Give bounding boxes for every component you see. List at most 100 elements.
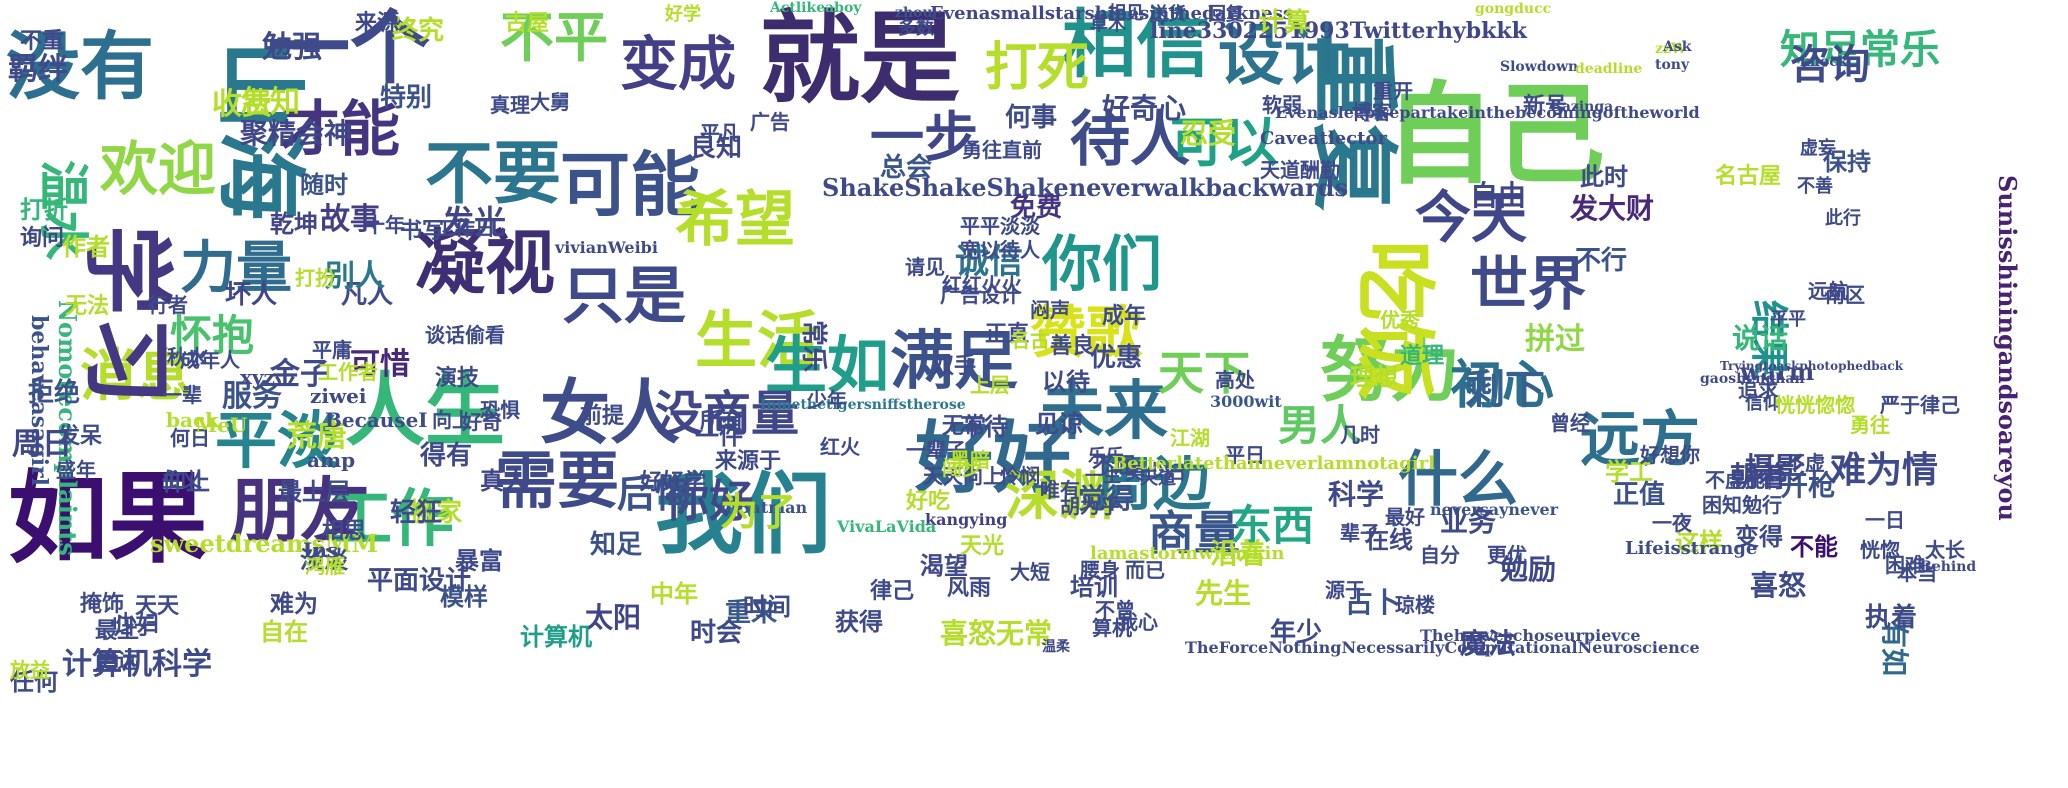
cloud-word: 设计 (1218, 16, 1350, 94)
cloud-word: 请见 (905, 255, 945, 279)
cloud-word: 任何 (10, 667, 58, 696)
cloud-word: 宽以待人 (960, 238, 1040, 262)
cloud-word: 保持 (1823, 147, 1871, 176)
cloud-word: 特别 (380, 83, 433, 113)
cloud-word: 魔法 (1460, 627, 1517, 660)
cloud-word: 在线 (1365, 525, 1413, 554)
cloud-word: 少妇 (115, 611, 160, 637)
cloud-word: 勇往 (1850, 413, 1890, 437)
cloud-word: 书写 (400, 218, 445, 244)
cloud-word: Theharveschoseurpievce (1420, 626, 1641, 645)
cloud-word: 一夜 (1652, 511, 1692, 535)
cloud-word: 理想 (1350, 362, 1398, 391)
cloud-word: 故事 (320, 202, 380, 237)
cloud-word: 江湖 (1170, 426, 1210, 450)
cloud-word: 变成 (620, 30, 737, 98)
cloud-word: 重来 (725, 598, 778, 628)
cloud-word: 红火 (820, 435, 860, 459)
cloud-word: Sunisshiningandsoareyou (1993, 175, 2022, 521)
cloud-word: 为了 (720, 489, 797, 534)
cloud-word: 南区 (1825, 283, 1865, 307)
cloud-word: 坏人 (225, 280, 278, 310)
cloud-word: 计算 (1258, 8, 1311, 38)
cloud-word: 知足常乐 (1780, 26, 1940, 73)
cloud-word: 真人 (480, 466, 528, 495)
cloud-word: Betterlatethanneverlamnotagirl (1112, 453, 1435, 474)
cloud-word: 不屈 (1092, 453, 1137, 479)
cloud-word: 学工 (1605, 457, 1653, 486)
cloud-word: Ask (1663, 39, 1692, 55)
cloud-word: 鸿雁 (305, 554, 345, 578)
cloud-word: 今天 (1415, 185, 1527, 251)
cloud-word: 腰身 (1080, 558, 1120, 582)
cloud-word: 开枪 (1780, 469, 1837, 502)
cloud-word: 天下 (1158, 346, 1250, 400)
cloud-word: 觉得 (1078, 482, 1135, 515)
cloud-word: 博客 (1352, 100, 1392, 124)
cloud-word: 演技 (435, 365, 480, 391)
cloud-word: 什么 (1398, 445, 1518, 515)
cloud-word: deadline (1575, 61, 1643, 77)
cloud-word: 此时 (1580, 162, 1628, 191)
cloud-word: 好奇心 (1102, 92, 1187, 125)
cloud-word: 时会 (690, 618, 743, 648)
cloud-word: 先生 (1195, 577, 1252, 610)
cloud-word: warm (1740, 357, 1815, 386)
cloud-word: 送货 (1150, 4, 1186, 25)
cloud-word: zzW (1655, 41, 1687, 57)
cloud-word: 秋水 (167, 345, 207, 369)
cloud-word: 如果 (8, 459, 208, 577)
cloud-word: 乐乐 (1088, 446, 1124, 467)
cloud-word: 古屋 (505, 10, 550, 36)
cloud-word: Slowdown (1500, 59, 1579, 75)
cloud-word: 大短 (1010, 560, 1050, 584)
cloud-word: 不曾 (1095, 598, 1135, 622)
cloud-word: 最上 (95, 618, 140, 644)
cloud-word: 可能 (560, 143, 700, 226)
cloud-word: 勇往直前 (962, 138, 1042, 162)
cloud-word: 需要 (495, 444, 620, 517)
cloud-word: 工作者 (318, 360, 378, 384)
cloud-word: Evenasleepwepartakeinthebecomingofthewor… (1275, 103, 1700, 122)
cloud-word: 才能 (280, 95, 400, 165)
cloud-word: 占卜 (1345, 586, 1402, 619)
cloud-word: 一辈子 (906, 438, 966, 462)
cloud-word: 重开 (1373, 79, 1413, 103)
cloud-word: 不善 (1797, 176, 1833, 197)
cloud-word: 最上层 (278, 477, 350, 506)
cloud-word: 向上 (432, 408, 472, 432)
cloud-word: 自由 (1470, 179, 1527, 212)
cloud-word: 温柔 (1042, 639, 1070, 655)
cloud-word: 严于律己 (1880, 393, 1960, 417)
cloud-word: 少年 (807, 388, 847, 412)
cloud-word: 何日 (170, 426, 210, 450)
cloud-word: zhou (895, 5, 933, 21)
cloud-word: 所有 (700, 408, 745, 434)
cloud-word: kangying (925, 510, 1008, 529)
cloud-word: 一件 (695, 421, 743, 450)
cloud-word: 困难 (1885, 553, 1925, 577)
cloud-word: 科学 (1328, 478, 1385, 511)
cloud-word: 发呆 (58, 423, 103, 449)
cloud-word: Behind (1920, 559, 1977, 575)
cloud-word: 太阳 (585, 601, 642, 634)
cloud-word: 律己 (870, 578, 915, 604)
cloud-word: 闯步 (942, 456, 982, 480)
cloud-word: 算机 (1092, 616, 1132, 640)
cloud-word: 中年 (650, 579, 698, 608)
cloud-word: 欢迎 (100, 135, 217, 203)
cloud-word: 东西 (1230, 501, 1315, 550)
cloud-word: 朋友 (230, 469, 370, 552)
cloud-word: 随时 (300, 170, 348, 199)
cloud-word: 只是 (562, 259, 687, 332)
cloud-word: 不要 (425, 134, 562, 214)
cloud-word: 好吃 (906, 488, 951, 514)
cloud-word: 搬家 (410, 498, 463, 528)
cloud-word: 知足 (590, 530, 643, 560)
cloud-word: 困知勉行 (1702, 493, 1782, 517)
cloud-word: 商量 (1148, 506, 1240, 560)
cloud-word: 拼过 (1525, 322, 1585, 357)
cloud-word: 仰止 (162, 467, 210, 496)
cloud-word: 可惜 (350, 347, 410, 382)
